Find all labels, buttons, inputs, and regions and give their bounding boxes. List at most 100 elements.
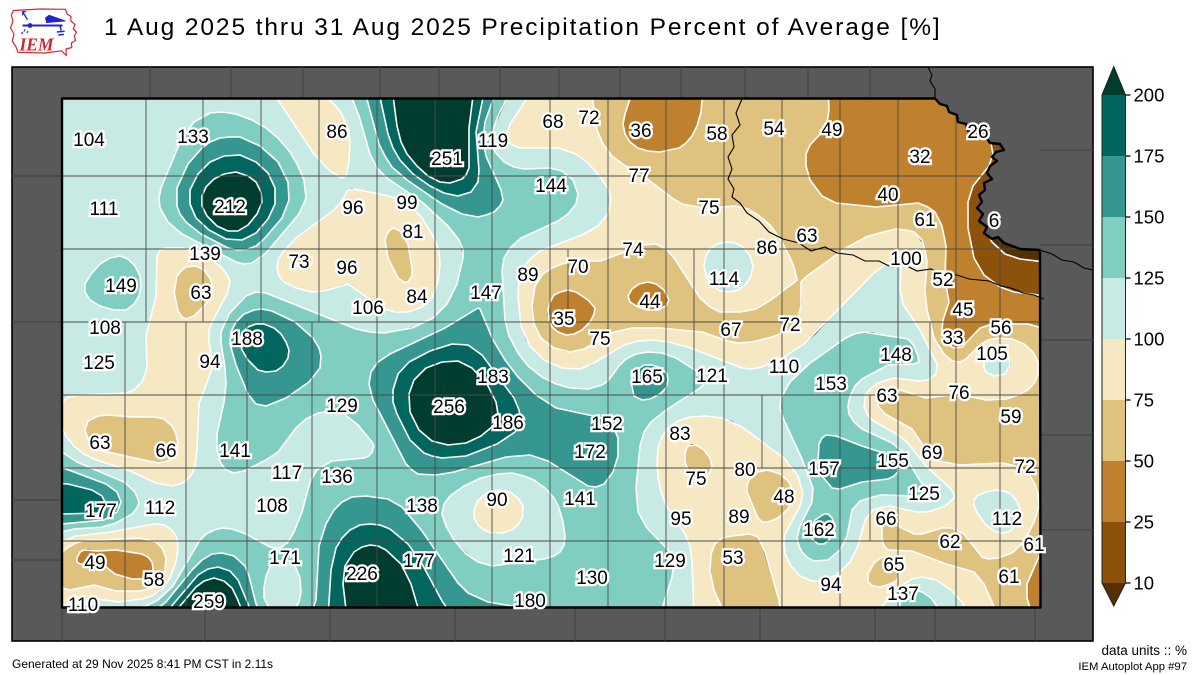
svg-text:59: 59 [1000, 407, 1021, 428]
svg-text:251: 251 [431, 149, 463, 170]
svg-text:212: 212 [214, 197, 246, 218]
svg-text:26: 26 [967, 122, 988, 143]
svg-text:129: 129 [654, 551, 686, 572]
svg-text:177: 177 [403, 551, 435, 572]
svg-text:58: 58 [143, 570, 164, 591]
svg-text:Generated at 29 Nov 2025 8:41: Generated at 29 Nov 2025 8:41 PM CST in … [12, 657, 273, 671]
svg-text:72: 72 [1014, 457, 1035, 478]
svg-text:138: 138 [406, 496, 438, 517]
svg-text:35: 35 [553, 309, 574, 330]
svg-text:IEM: IEM [18, 35, 54, 55]
svg-text:45: 45 [952, 300, 973, 321]
svg-text:75: 75 [698, 198, 719, 219]
svg-text:80: 80 [734, 460, 755, 481]
svg-text:100: 100 [890, 249, 922, 270]
svg-text:76: 76 [948, 383, 969, 404]
svg-text:117: 117 [272, 463, 302, 484]
svg-text:108: 108 [89, 318, 121, 339]
svg-text:75: 75 [589, 329, 610, 350]
svg-text:171: 171 [269, 548, 301, 569]
svg-text:54: 54 [763, 119, 785, 140]
svg-text:95: 95 [670, 509, 691, 530]
svg-text:137: 137 [887, 584, 919, 605]
svg-text:1 Aug 2025 thru 31 Aug 2025 Pr: 1 Aug 2025 thru 31 Aug 2025 Precipitatio… [104, 14, 942, 41]
svg-text:56: 56 [990, 318, 1011, 339]
svg-text:149: 149 [105, 276, 137, 297]
svg-text:106: 106 [352, 298, 384, 319]
svg-text:68: 68 [542, 112, 563, 133]
svg-text:110: 110 [769, 357, 799, 378]
svg-text:133: 133 [177, 127, 209, 148]
svg-text:188: 188 [231, 329, 263, 350]
svg-text:226: 226 [346, 564, 378, 585]
svg-text:141: 141 [564, 489, 596, 510]
svg-text:121: 121 [696, 366, 728, 387]
svg-text:48: 48 [773, 487, 794, 508]
svg-text:53: 53 [722, 548, 743, 569]
svg-text:200: 200 [1134, 85, 1165, 106]
svg-text:148: 148 [880, 345, 912, 366]
svg-text:104: 104 [73, 130, 105, 151]
svg-text:69: 69 [921, 443, 942, 464]
svg-text:73: 73 [288, 252, 309, 273]
svg-text:155: 155 [877, 451, 909, 472]
svg-text:111: 111 [90, 199, 119, 220]
svg-text:105: 105 [976, 344, 1008, 365]
svg-text:121: 121 [503, 546, 535, 567]
svg-text:108: 108 [256, 496, 288, 517]
svg-text:63: 63 [190, 283, 211, 304]
svg-text:70: 70 [567, 257, 588, 278]
svg-text:52: 52 [932, 270, 953, 291]
svg-text:89: 89 [517, 265, 538, 286]
svg-text:136: 136 [321, 467, 353, 488]
svg-text:IEM Autoplot App #97: IEM Autoplot App #97 [1078, 661, 1187, 673]
svg-text:130: 130 [576, 568, 608, 589]
svg-text:141: 141 [219, 441, 251, 462]
svg-text:66: 66 [875, 509, 896, 530]
svg-text:10: 10 [1134, 573, 1155, 594]
svg-text:77: 77 [628, 166, 649, 187]
svg-text:147: 147 [470, 283, 502, 304]
svg-text:66: 66 [155, 441, 176, 462]
svg-text:94: 94 [199, 352, 221, 373]
svg-text:25: 25 [1134, 512, 1155, 533]
svg-text:44: 44 [639, 292, 661, 313]
svg-text:144: 144 [535, 176, 567, 197]
svg-text:139: 139 [189, 244, 221, 265]
svg-text:175: 175 [1134, 146, 1165, 167]
svg-text:100: 100 [1134, 329, 1165, 350]
svg-text:177: 177 [85, 501, 117, 522]
svg-text:89: 89 [728, 507, 749, 528]
svg-text:119: 119 [478, 131, 508, 152]
svg-text:162: 162 [803, 520, 835, 541]
svg-text:172: 172 [574, 442, 606, 463]
svg-text:125: 125 [908, 484, 940, 505]
svg-text:62: 62 [939, 532, 960, 553]
svg-text:74: 74 [622, 240, 644, 261]
svg-text:110: 110 [68, 595, 98, 616]
svg-text:61: 61 [998, 567, 1019, 588]
svg-text:49: 49 [84, 553, 105, 574]
svg-text:63: 63 [876, 386, 897, 407]
svg-text:63: 63 [796, 226, 817, 247]
svg-text:150: 150 [1134, 207, 1165, 228]
svg-text:125: 125 [83, 353, 115, 374]
svg-text:33: 33 [942, 328, 963, 349]
svg-text:152: 152 [591, 414, 623, 435]
svg-text:data units :: %: data units :: % [1101, 643, 1187, 658]
svg-text:96: 96 [336, 258, 357, 279]
svg-text:90: 90 [486, 490, 507, 511]
svg-text:96: 96 [342, 198, 363, 219]
svg-text:125: 125 [1134, 268, 1165, 289]
svg-text:63: 63 [89, 433, 110, 454]
svg-text:157: 157 [808, 459, 840, 480]
svg-text:129: 129 [326, 396, 358, 417]
svg-text:81: 81 [402, 222, 423, 243]
svg-text:75: 75 [685, 469, 706, 490]
svg-text:186: 186 [492, 413, 524, 434]
svg-text:94: 94 [820, 575, 842, 596]
svg-text:50: 50 [1134, 451, 1155, 472]
svg-text:259: 259 [193, 592, 225, 613]
svg-text:75: 75 [1134, 390, 1155, 411]
svg-text:67: 67 [720, 320, 741, 341]
